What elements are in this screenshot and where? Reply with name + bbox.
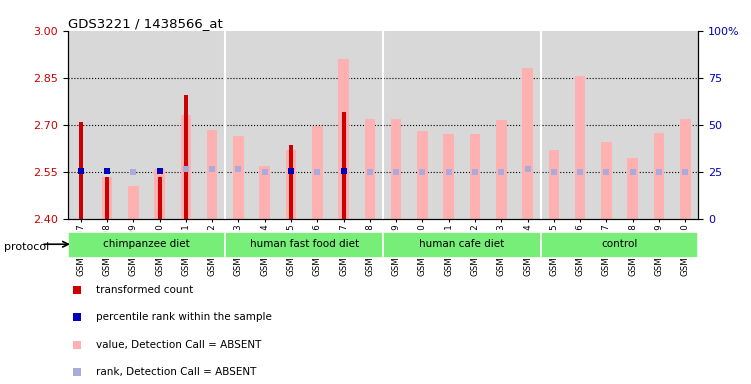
Text: percentile rank within the sample: percentile rank within the sample [96,312,272,322]
Bar [155,169,165,219]
Bar [128,186,139,219]
Bar [312,126,323,219]
FancyBboxPatch shape [68,232,225,258]
Text: human cafe diet: human cafe diet [419,239,505,249]
Text: protocol: protocol [4,242,49,252]
Bar [158,177,161,219]
Bar [102,177,113,219]
Bar [105,177,109,219]
Text: value, Detection Call = ABSENT: value, Detection Call = ABSENT [96,340,261,350]
FancyBboxPatch shape [225,232,383,258]
FancyBboxPatch shape [383,232,541,258]
Bar [391,119,401,219]
Bar [285,150,296,219]
Bar [184,95,188,219]
Bar [418,131,428,219]
Text: control: control [602,239,638,249]
Bar [233,136,243,219]
Bar [79,122,83,219]
FancyBboxPatch shape [541,232,698,258]
Text: GDS3221 / 1438566_at: GDS3221 / 1438566_at [68,17,222,30]
Bar [496,120,506,219]
Bar [548,150,559,219]
Bar [338,59,348,219]
Bar [470,134,481,219]
Bar [181,115,191,219]
Bar [207,129,218,219]
Bar [653,132,664,219]
Bar [522,68,532,219]
Bar [627,158,638,219]
Bar [680,119,690,219]
Bar [260,166,270,219]
Text: chimpanzee diet: chimpanzee diet [103,239,190,249]
Text: human fast food diet: human fast food diet [249,239,359,249]
Bar [342,112,345,219]
Bar [601,142,611,219]
Bar [575,76,586,219]
Bar [365,119,376,219]
Bar [289,145,293,219]
Text: rank, Detection Call = ABSENT: rank, Detection Call = ABSENT [96,367,256,377]
Text: transformed count: transformed count [96,285,193,295]
Bar [443,134,454,219]
